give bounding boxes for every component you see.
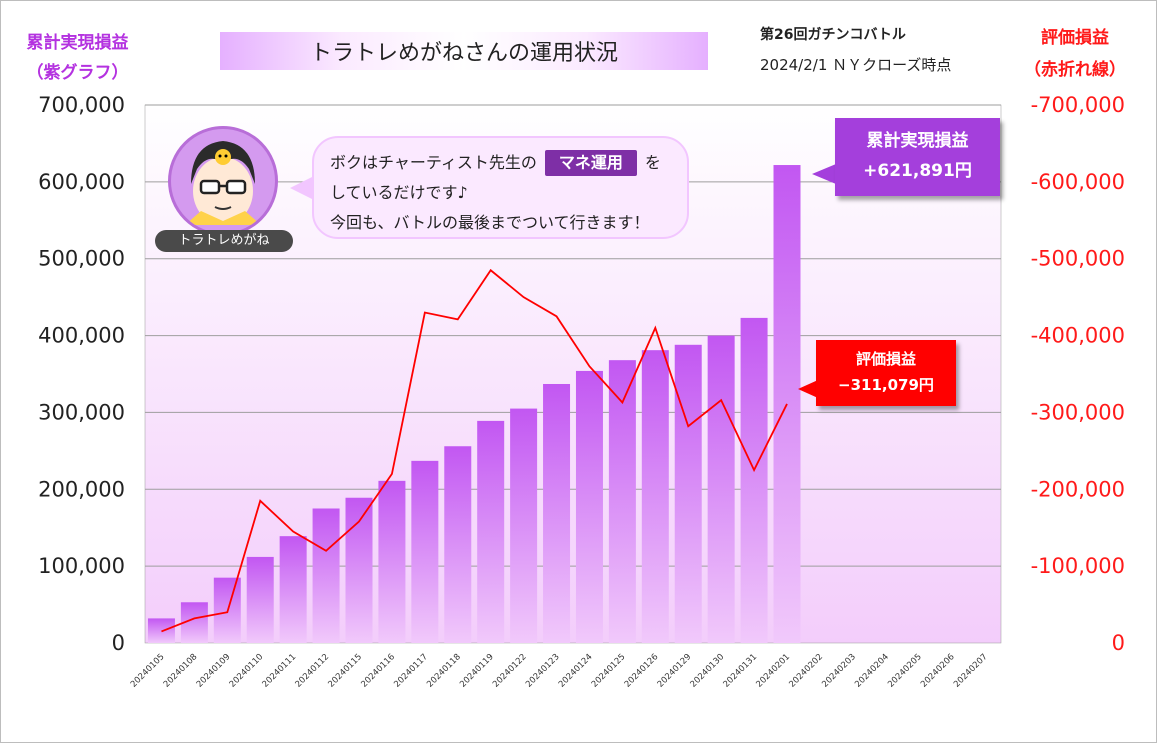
x-tick-label: 20240112 <box>294 652 332 690</box>
bar <box>608 360 636 643</box>
x-tick-label: 20240201 <box>754 652 792 690</box>
x-axis-ticks: 2024010520240108202401092024011020240111… <box>129 652 990 690</box>
left-axis-title-line2: （紫グラフ） <box>26 63 129 83</box>
left-tick-label: 700,000 <box>38 93 125 117</box>
bar <box>312 508 340 643</box>
speech-bubble: ボクはチャーティスト先生の マネ運用を しているだけです♪ 今回も、バトルの最後ま… <box>312 136 689 239</box>
x-tick-label: 20240105 <box>129 652 167 690</box>
bar <box>740 317 768 643</box>
right-axis-title-line2: （赤折れ線） <box>1024 60 1126 80</box>
right-tick-label: -300,000 <box>1031 400 1125 424</box>
left-axis-title-line1: 累計実現損益 <box>26 33 129 53</box>
left-tick-label: 500,000 <box>38 247 125 271</box>
realized-callout-value: +621,891円 <box>863 161 972 181</box>
x-tick-label: 20240130 <box>689 652 727 690</box>
left-axis-title: 累計実現損益 （紫グラフ） <box>10 28 145 88</box>
x-tick-label: 20240205 <box>886 652 924 690</box>
right-tick-label: -700,000 <box>1031 93 1125 117</box>
unrealized-callout-label: 評価損益 <box>855 350 916 368</box>
x-tick-label: 20240111 <box>261 652 299 690</box>
left-tick-label: 400,000 <box>38 324 125 348</box>
megane-character-icon <box>185 141 261 225</box>
bar <box>674 344 702 643</box>
x-tick-label: 20240116 <box>359 652 397 690</box>
bubble-line2: しているだけです♪ <box>330 183 468 202</box>
right-tick-label: -500,000 <box>1031 247 1125 271</box>
unrealized-callout-tail <box>798 380 818 398</box>
right-axis-title: 評価損益 （赤折れ線） <box>1010 22 1140 86</box>
bar <box>477 420 505 643</box>
bubble-line1: ボクはチャーティスト先生の マネ運用を <box>330 148 671 178</box>
left-axis-ticks: 0 100,000 200,000 300,000 400,000 500,000 600,… <box>38 93 125 655</box>
mane-unyo-badge: マネ運用 <box>544 150 637 176</box>
chart-title: トラトレめがねさんの運用状況 <box>220 32 708 70</box>
bar-series <box>147 165 801 643</box>
bar <box>411 460 439 643</box>
bubble-line1-tail: を <box>644 153 661 172</box>
left-tick-label: 200,000 <box>38 477 125 501</box>
x-tick-label: 20240115 <box>326 652 364 690</box>
x-tick-label: 20240125 <box>590 652 628 690</box>
bar <box>345 497 373 643</box>
bar <box>707 335 735 643</box>
unrealized-callout-value: −311,079円 <box>838 376 934 394</box>
left-tick-label: 100,000 <box>38 554 125 578</box>
bar <box>575 370 603 643</box>
left-tick-label: 600,000 <box>38 170 125 194</box>
x-tick-label: 20240202 <box>787 652 825 690</box>
date-label: 2024/2/1 ＮＹクローズ時点 <box>760 56 952 74</box>
battle-label: 第26回ガチンコバトル <box>760 27 906 43</box>
bar <box>444 446 472 643</box>
bar <box>378 480 406 643</box>
x-tick-label: 20240203 <box>820 652 858 690</box>
x-tick-label: 20240126 <box>623 652 661 690</box>
right-tick-label: -100,000 <box>1031 554 1125 578</box>
right-axis-ticks: 0 -100,000 -200,000 -300,000 -400,000 -500,00… <box>1031 93 1125 655</box>
bar <box>641 350 669 643</box>
x-tick-label: 20240118 <box>425 652 463 690</box>
bar <box>543 383 571 643</box>
realized-callout: 累計実現損益 +621,891円 <box>835 118 1000 196</box>
x-tick-label: 20240129 <box>656 652 694 690</box>
right-tick-label: 0 <box>1112 631 1125 655</box>
x-tick-label: 20240123 <box>524 652 562 690</box>
right-axis-title-line1: 評価損益 <box>1041 28 1109 48</box>
x-tick-label: 20240119 <box>458 652 496 690</box>
bar <box>510 408 538 643</box>
x-tick-label: 20240108 <box>162 652 200 690</box>
bar <box>279 536 307 643</box>
x-tick-label: 20240207 <box>952 652 990 690</box>
x-tick-label: 20240131 <box>722 652 760 690</box>
x-tick-label: 20240122 <box>491 652 529 690</box>
x-tick-label: 20240117 <box>392 652 430 690</box>
x-tick-label: 20240109 <box>195 652 233 690</box>
speech-bubble-tail <box>290 176 314 200</box>
left-tick-label: 0 <box>112 631 125 655</box>
line-path <box>161 268 788 633</box>
realized-callout-tail <box>812 164 836 184</box>
bubble-line1-text: ボクはチャーティスト先生の <box>330 153 537 172</box>
chart-title-text: トラトレめがねさんの運用状況 <box>309 41 618 66</box>
right-tick-label: -400,000 <box>1031 324 1125 348</box>
right-tick-label: -600,000 <box>1031 170 1125 194</box>
x-tick-label: 20240124 <box>557 652 595 690</box>
x-tick-label: 20240110 <box>228 652 266 690</box>
unrealized-callout: 評価損益 −311,079円 <box>816 340 956 406</box>
left-tick-label: 300,000 <box>38 400 125 424</box>
avatar <box>168 126 278 236</box>
x-tick-label: 20240206 <box>919 652 957 690</box>
realized-callout-label: 累計実現損益 <box>866 131 969 151</box>
bubble-line3: 今回も、バトルの最後までついて行きます！ <box>330 213 650 232</box>
right-tick-label: -200,000 <box>1031 477 1125 501</box>
bar <box>246 556 274 643</box>
avatar-name-tag: トラトレめがね <box>155 230 293 252</box>
x-tick-label: 20240204 <box>853 652 891 690</box>
line-series <box>161 268 788 633</box>
